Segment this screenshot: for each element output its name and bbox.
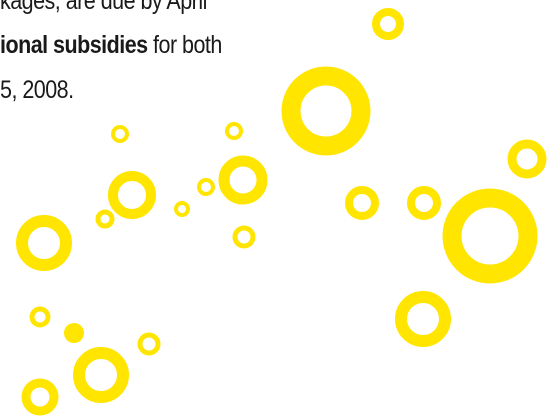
ring-decoration	[197, 178, 215, 196]
ring-decoration	[507, 139, 547, 179]
ring-decoration	[281, 66, 371, 156]
ring-decoration	[108, 171, 156, 219]
ring-decoration	[29, 306, 51, 328]
ring-decoration	[232, 225, 256, 249]
text-line-1: kages, are due by April	[0, 0, 207, 16]
ring-decoration	[16, 215, 72, 271]
ring-decoration	[395, 291, 451, 347]
text-line-3-content: 5, 2008.	[0, 76, 74, 104]
text-line-2-rest: for both	[147, 31, 222, 59]
ring-decoration	[372, 8, 404, 40]
body-text: kages, are due by April ional subsidies …	[0, 0, 420, 140]
text-line-1-content: kages, are due by April	[0, 0, 207, 15]
ring-decoration	[73, 347, 129, 403]
ring-decoration	[225, 122, 243, 140]
text-line-3: 5, 2008.	[0, 76, 74, 105]
ring-decoration	[345, 186, 379, 220]
ring-decoration	[442, 188, 538, 284]
ring-decoration	[174, 201, 190, 217]
ring-decoration	[407, 186, 441, 220]
ring-decoration	[218, 155, 268, 205]
ring-decoration	[137, 332, 161, 356]
text-line-2: ional subsidies for both	[0, 31, 222, 60]
ring-decoration	[21, 378, 59, 416]
ring-decoration	[95, 209, 115, 229]
bold-phrase: ional subsidies	[0, 31, 148, 59]
dot-decoration	[64, 323, 84, 343]
ring-decoration	[111, 125, 129, 143]
